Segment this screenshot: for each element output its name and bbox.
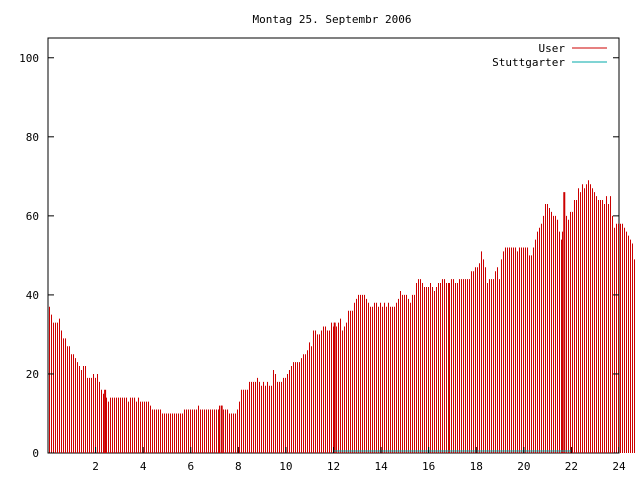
x-tick-label: 20 [517,460,530,473]
x-tick-label: 6 [187,460,194,473]
x-tick-label: 18 [470,460,483,473]
y-tick-label: 40 [26,289,39,302]
x-tick-label: 4 [140,460,147,473]
x-tick-label: 2 [92,460,99,473]
legend-label-stuttgarter: Stuttgarter [492,56,565,69]
legend-label-user: User [539,42,566,55]
x-tick-label: 8 [235,460,242,473]
x-tick-label: 14 [374,460,388,473]
y-tick-label: 80 [26,131,39,144]
bars-layer [49,180,635,453]
y-tick-label: 100 [19,52,39,65]
x-tick-label: 22 [565,460,578,473]
x-tick-label: 24 [612,460,626,473]
x-tick-label: 12 [327,460,340,473]
y-tick-label: 60 [26,210,39,223]
x-tick-label: 16 [422,460,435,473]
x-tick-label: 10 [279,460,292,473]
y-tick-label: 0 [32,447,39,460]
y-tick-label: 20 [26,368,39,381]
legend: User Stuttgarter [492,42,607,69]
chart-title: Montag 25. Septembr 2006 [253,13,412,26]
